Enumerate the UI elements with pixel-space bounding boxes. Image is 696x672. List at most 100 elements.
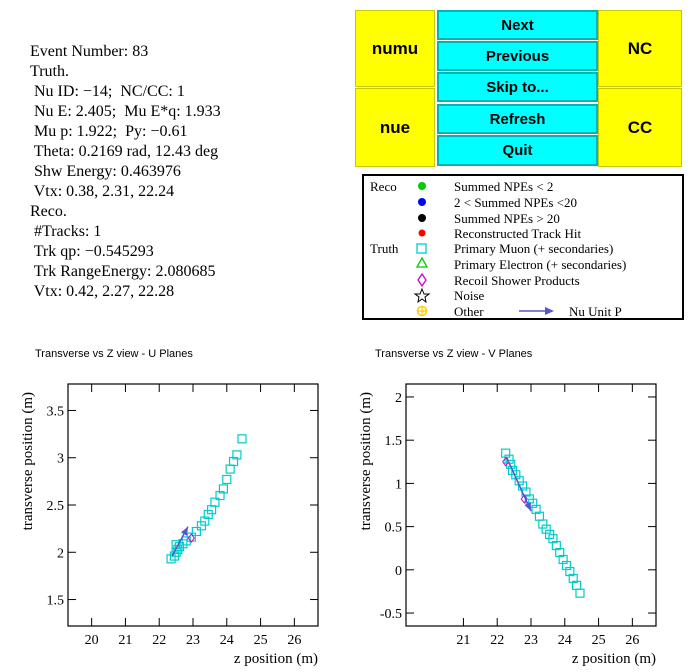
legend-square-icon [416,243,427,254]
nc-button[interactable]: NC [598,10,682,87]
shower-hit-marker [187,533,195,543]
x-tick-label: 22 [490,633,504,648]
legend-arrow-label: Nu Unit P [569,304,622,319]
truth-theta: Theta: 0.2169 rad, 12.43 deg [30,143,219,160]
truth-shower-energy: Shw Energy: 0.463976 [30,163,181,180]
muon-hit-marker [575,588,585,598]
x-tick-label: 22 [152,633,166,648]
legend-item: 2 < Summed NPEs <20 [454,195,578,210]
muon-hit-marker [568,573,578,584]
reco-header: Reco. [30,203,67,220]
muon-hit-marker [206,505,217,515]
y-tick-label: 1.5 [47,594,65,609]
nu-arrow-head [180,526,188,536]
muon-hit-marker [558,554,568,565]
x-axis-label: z position (m) [234,651,318,667]
muon-hit-marker [215,490,225,501]
legend-box: Reco Truth Summed NPEs < 2 2 < Summed NP… [362,174,684,320]
muon-hit-marker [561,560,572,571]
x-tick-label: 25 [254,633,268,648]
nue-button[interactable]: nue [355,88,435,167]
x-tick-label: 24 [220,633,234,648]
muon-hit-marker [225,464,235,474]
legend-green-dot-icon [418,182,426,190]
muon-hit-marker [565,566,575,577]
shower-hit-marker [520,494,528,504]
reco-track-range-energy: Trk RangeEnergy: 2.080685 [30,263,216,280]
muon-hit-marker [196,521,207,531]
reco-track-qp: Trk qp: −0.545293 [30,243,154,260]
legend-diamond-icon [417,272,427,288]
x-tick-label: 20 [85,633,99,648]
v-plot-title: Transverse vs Z view - V Planes [375,348,533,360]
muon-hit-marker [501,448,511,458]
plot-frame [405,383,657,627]
next-button[interactable]: Next [437,10,598,40]
legend-item: Summed NPEs > 20 [454,211,560,226]
legend-black-dot-icon [418,214,426,222]
event-number: Event Number: 83 [30,43,149,60]
muon-hit-marker [166,554,176,564]
legend-item: Recoil Shower Products [454,273,580,288]
reco-ntracks: #Tracks: 1 [30,223,102,240]
y-axis-label: transverse position (m) [20,392,36,530]
muon-hit-marker [517,481,528,491]
truth-mu-momentum: Mu p: 1.922; Py: −0.61 [30,123,188,140]
x-tick-label: 24 [558,633,572,648]
legend-red-dot-icon [418,229,426,237]
y-tick-label: 1.5 [385,434,403,449]
y-axis-label: transverse position (m) [358,392,374,530]
u-plot-title: Transverse vs Z view - U Planes [35,348,193,360]
x-tick-label: 23 [186,633,200,648]
plot-frame [67,383,319,627]
legend-blue-dot-icon [418,198,426,206]
muon-hit-marker [555,547,565,558]
legend-item: Other [454,304,484,319]
cc-button[interactable]: CC [598,88,682,167]
muon-hit-marker [541,524,551,534]
y-tick-label: 1 [395,477,402,492]
refresh-button[interactable]: Refresh [437,104,598,134]
y-tick-label: -0.5 [380,607,402,622]
muon-hit-marker [237,434,247,444]
y-tick-label: 3 [57,452,64,467]
legend-truth-header: Truth [370,241,399,256]
muon-hit-marker [538,519,548,529]
y-tick-label: 0.5 [385,521,403,536]
muon-hit-marker [531,504,541,514]
legend-item: Summed NPEs < 2 [454,179,554,194]
x-tick-label: 26 [625,633,639,648]
y-tick-label: 3.5 [47,404,65,419]
truth-header: Truth. [30,63,69,80]
legend-reco-header: Reco [370,179,397,194]
muon-hit-marker [210,497,220,507]
previous-button[interactable]: Previous [437,41,598,71]
x-tick-label: 25 [592,633,606,648]
numu-button[interactable]: numu [355,10,435,87]
legend-markers [413,182,554,317]
event-info-panel: Event Number: 83 Truth. Nu ID: −14; NC/C… [30,42,221,302]
y-tick-label: 2 [395,391,402,406]
muon-hit-marker [218,484,229,494]
skip-to-button[interactable]: Skip to... [437,72,598,102]
truth-nu-energy: Nu E: 2.405; Mu E*q: 1.933 [30,103,221,120]
legend-item: Reconstructed Track Hit [454,226,582,241]
muon-hit-marker [232,450,242,460]
legend-star-icon [413,287,431,304]
quit-button[interactable]: Quit [437,135,598,166]
nu-arrow-head [524,502,531,512]
muon-hit-marker [548,534,558,544]
y-tick-label: 2 [57,546,64,561]
legend-item: Primary Electron (+ secondaries) [454,257,627,272]
muon-hit-marker [551,541,561,551]
y-tick-label: 0 [395,564,402,579]
muon-hit-marker [191,526,201,537]
legend-triangle-icon [415,256,429,268]
x-tick-label: 23 [524,633,538,648]
truth-vertex: Vtx: 0.38, 2.31, 22.24 [30,183,175,200]
legend-item: Primary Muon (+ secondaries) [454,241,614,256]
muon-hit-marker [222,474,232,485]
legend-item: Noise [454,288,485,303]
truth-nu-id: Nu ID: −14; NC/CC: 1 [30,83,185,100]
muon-hit-marker [200,516,210,526]
